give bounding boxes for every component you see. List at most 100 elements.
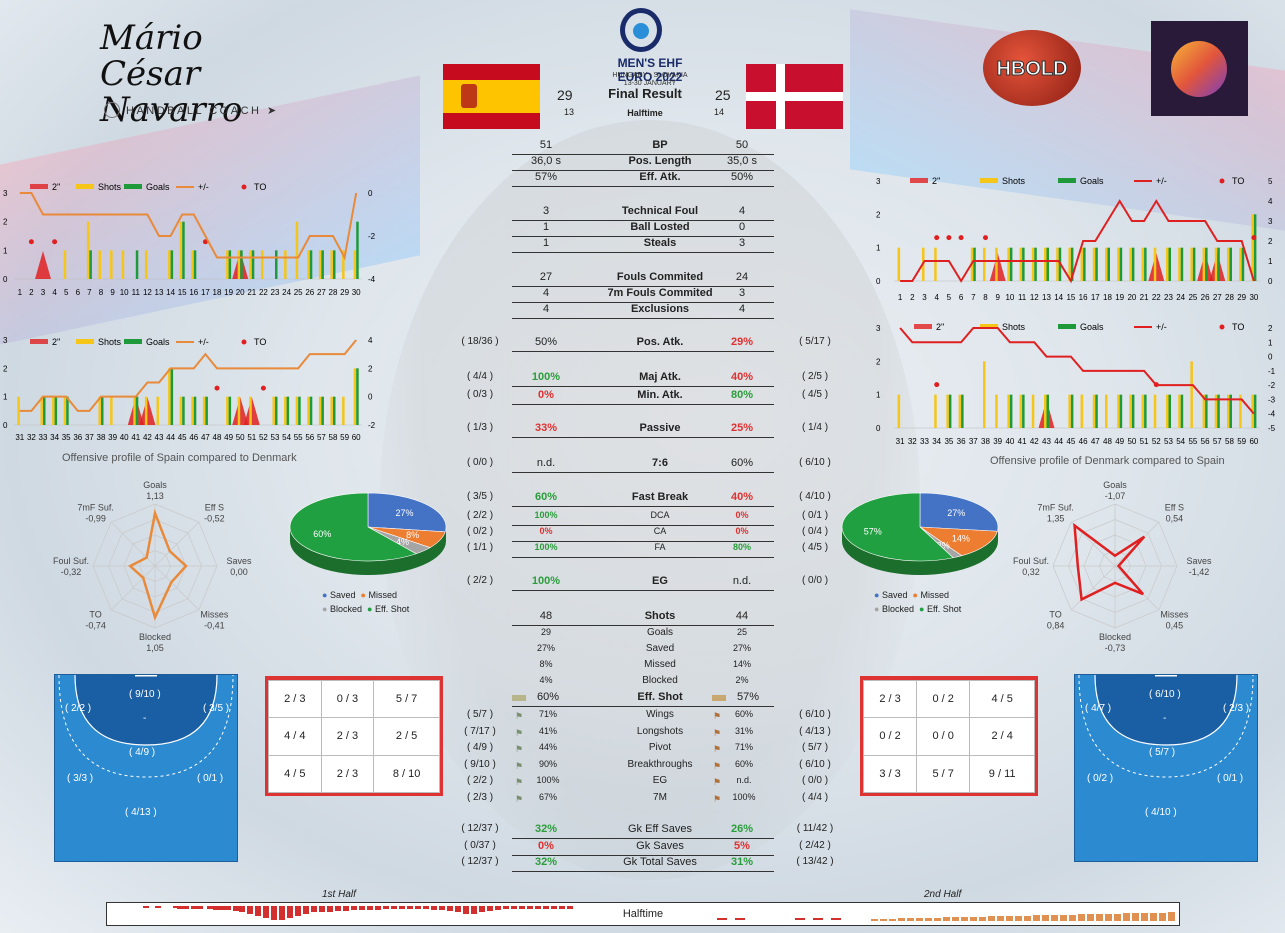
legend-exclusion-marker xyxy=(910,178,928,183)
position-home-value: 44% xyxy=(538,742,557,752)
x-tick: 27 xyxy=(317,288,326,297)
timeline-home-bar xyxy=(447,906,453,911)
x-tick: 42 xyxy=(143,433,152,442)
radar-axis-value: -0,52 xyxy=(204,513,225,523)
attack-label: Passive xyxy=(639,422,681,434)
goal-zone-cell: 2 / 3 xyxy=(268,679,322,719)
timeline-home-bar xyxy=(551,906,557,909)
x-tick: 10 xyxy=(1005,293,1014,302)
row-divider xyxy=(512,706,774,707)
goal-bar xyxy=(973,247,976,281)
timeline-home-bar xyxy=(263,906,269,918)
row-divider xyxy=(512,318,774,319)
timeline-bar xyxy=(795,918,805,920)
x-tick: 16 xyxy=(1079,293,1088,302)
shots-row-home: 29 xyxy=(540,627,551,637)
goal-bar xyxy=(321,396,324,425)
timeline-away-bar xyxy=(907,918,914,921)
shot-bar xyxy=(52,396,55,425)
goal-bar xyxy=(961,394,964,428)
attack-home-fraction: ( 0/3 ) xyxy=(466,389,494,400)
stat-home-value: 1 xyxy=(542,237,550,249)
attack-away-fraction: ( 0/1 ) xyxy=(801,510,829,521)
timeline-away-bar xyxy=(952,917,959,921)
row-divider xyxy=(512,404,774,405)
x-tick: 13 xyxy=(1042,293,1051,302)
goal-bar xyxy=(275,396,278,425)
timeline-bar xyxy=(735,918,745,920)
radar-axis-label: Goals xyxy=(1103,480,1127,490)
shot-bar xyxy=(1251,214,1254,281)
stat-away-value: 4 xyxy=(738,205,746,217)
x-tick: 15 xyxy=(178,288,187,297)
shot-bar xyxy=(40,396,43,425)
goal-bar xyxy=(240,250,243,279)
x-tick: 29 xyxy=(340,288,349,297)
y-tick-right: 4 xyxy=(1268,197,1273,206)
timeline-home-bar xyxy=(439,906,445,910)
x-tick: 59 xyxy=(340,433,349,442)
goal-zone-cell: 2 / 4 xyxy=(969,717,1035,756)
y-tick-left: 2 xyxy=(876,210,881,219)
timeline-home-bar xyxy=(335,906,341,911)
gk-home-fraction: ( 0/37 ) xyxy=(464,839,496,851)
shot-bar xyxy=(1214,394,1218,428)
attack-home-fraction: ( 2/2 ) xyxy=(466,510,494,521)
x-tick: 24 xyxy=(282,288,291,297)
goal-bar xyxy=(1168,247,1171,281)
goal-bar xyxy=(275,250,278,279)
stat-away-value: 3 xyxy=(738,287,746,299)
away-halftime-score: 14 xyxy=(714,107,725,117)
x-tick: 8 xyxy=(983,293,988,302)
timeline-away-bar xyxy=(880,919,887,921)
court-zone-pivot: ( 6/10 ) xyxy=(1149,689,1181,700)
x-tick: 57 xyxy=(317,433,326,442)
timeline-away-bar xyxy=(1096,914,1103,921)
shot-bar xyxy=(318,250,322,279)
x-tick: 37 xyxy=(85,433,94,442)
radar-axis-label: Eff S xyxy=(205,502,224,512)
stat-home-value: 51 xyxy=(539,139,553,151)
legend-label: TO xyxy=(1232,176,1244,186)
flag-marker-icon: ⚑ xyxy=(713,760,722,771)
goal-bar xyxy=(1180,394,1184,428)
goal-zone-cell: 4 / 5 xyxy=(268,754,322,794)
row-divider xyxy=(512,625,774,626)
timeline-away-bar xyxy=(1051,915,1058,921)
pie-slice xyxy=(919,492,999,532)
x-tick: 46 xyxy=(189,433,198,442)
goal-bar xyxy=(1144,394,1147,428)
shot-bar xyxy=(1056,247,1059,281)
shot-bar xyxy=(295,221,299,279)
y-tick-left: 1 xyxy=(3,246,8,255)
x-tick: 33 xyxy=(39,433,48,442)
row-divider xyxy=(512,351,774,352)
x-tick: 44 xyxy=(1054,437,1063,446)
legend-exclusion-marker xyxy=(30,184,48,189)
position-home-value: 41% xyxy=(538,725,557,736)
pie-slice-label: 2% xyxy=(937,540,950,550)
x-tick: 18 xyxy=(213,288,222,297)
shot-bar xyxy=(17,396,20,425)
shot-bar xyxy=(995,247,998,281)
exclusion-marker xyxy=(989,253,1006,281)
x-tick: 6 xyxy=(959,293,964,302)
shot-bar xyxy=(202,396,206,425)
turnover-point xyxy=(983,235,988,241)
nine-meter-line xyxy=(58,675,234,778)
position-away-value: 31% xyxy=(734,725,753,736)
timeline-home-bar xyxy=(155,906,161,908)
court-zone-lb: ( 3/3 ) xyxy=(67,773,94,784)
flag-marker-icon: ⚑ xyxy=(515,744,524,754)
shot-bar xyxy=(1031,247,1035,281)
stat-away-value: 0 xyxy=(738,221,746,233)
x-tick: 17 xyxy=(201,288,210,297)
row-divider xyxy=(512,437,774,438)
timeline-away-bar xyxy=(898,918,905,921)
timeline-home-bar xyxy=(431,906,437,910)
radar-axis-label: Blocked xyxy=(139,632,171,642)
goal-bar xyxy=(89,250,92,279)
x-tick: 1 xyxy=(18,288,23,297)
legend-swatch xyxy=(980,324,998,329)
